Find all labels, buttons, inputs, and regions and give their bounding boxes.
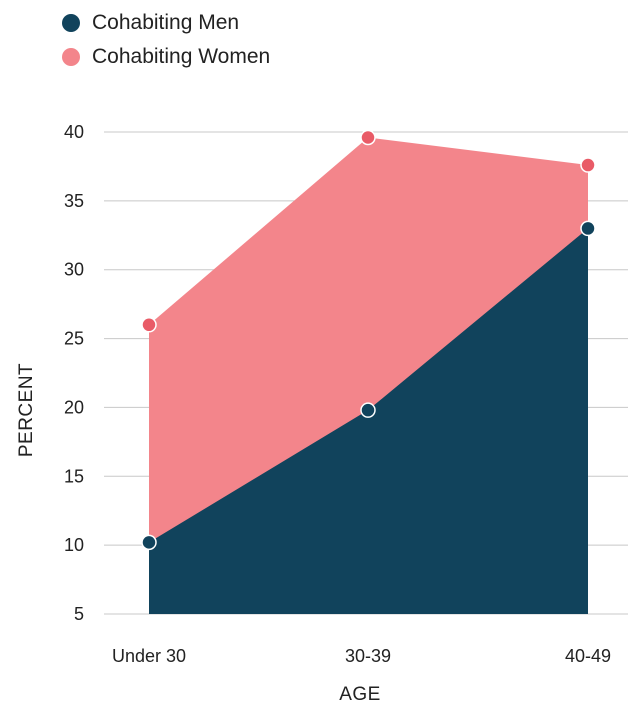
- legend: Cohabiting Men Cohabiting Women: [62, 6, 270, 74]
- y-tick-label: 40: [64, 122, 84, 142]
- marker-women-2: [580, 157, 596, 173]
- marker-men-2: [580, 220, 596, 237]
- marker-men-1: [360, 402, 376, 418]
- y-tick-label: 5: [74, 604, 84, 624]
- legend-item-men: Cohabiting Men: [62, 6, 270, 40]
- legend-swatch-women: [62, 48, 80, 66]
- legend-label-men: Cohabiting Men: [92, 11, 240, 34]
- x-axis-title: AGE: [339, 684, 381, 705]
- y-tick-labels: 5 10 15 20 25 30 35 40: [64, 122, 84, 624]
- area-cohabiting-men: [149, 228, 588, 614]
- x-tick-label: Under 30: [112, 646, 186, 666]
- marker-men-0: [141, 534, 157, 551]
- legend-label-women: Cohabiting Women: [92, 45, 271, 68]
- y-tick-label: 15: [64, 466, 84, 486]
- markers: [141, 129, 596, 551]
- x-tick-label: 30-39: [345, 646, 391, 666]
- y-tick-label: 30: [64, 260, 84, 280]
- y-tick-label: 10: [64, 535, 84, 555]
- legend-item-women: Cohabiting Women: [62, 40, 270, 74]
- marker-women-0: [141, 317, 157, 333]
- marker-women-1: [360, 129, 376, 146]
- x-tick-labels: Under 30 30-39 40-49: [112, 646, 611, 666]
- y-axis-title: PERCENT: [16, 363, 37, 457]
- y-tick-label: 20: [64, 397, 84, 417]
- y-tick-label: 35: [64, 191, 84, 211]
- y-tick-label: 25: [64, 329, 84, 349]
- x-tick-label: 40-49: [565, 646, 611, 666]
- areas: [149, 137, 588, 614]
- legend-swatch-men: [62, 14, 80, 32]
